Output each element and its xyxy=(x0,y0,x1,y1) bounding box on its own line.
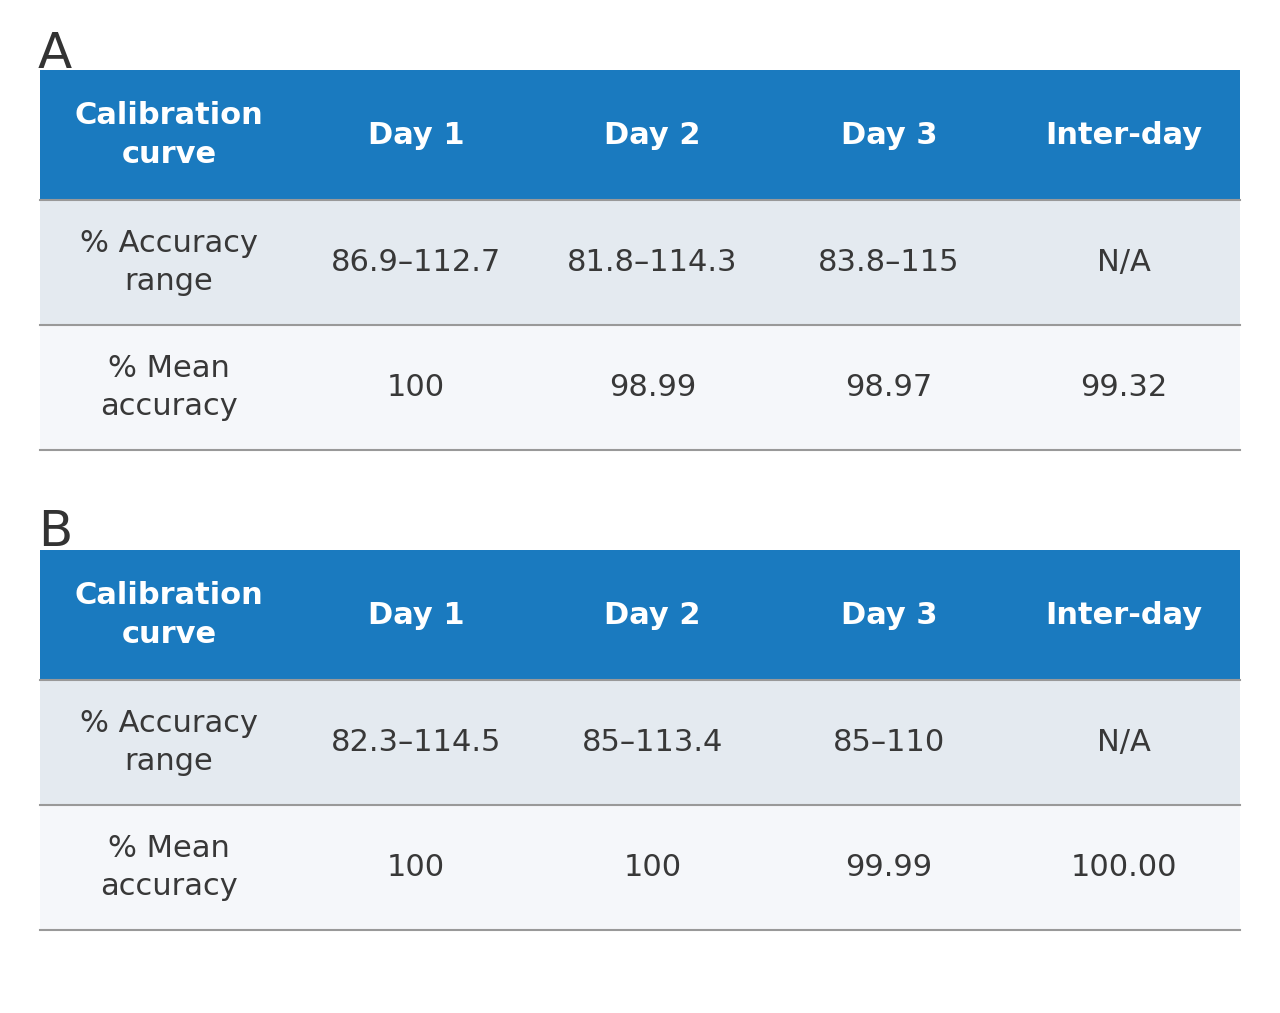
Text: Calibration
curve: Calibration curve xyxy=(74,101,264,168)
Text: B: B xyxy=(38,508,72,556)
Text: 98.97: 98.97 xyxy=(845,373,933,402)
Text: % Accuracy
range: % Accuracy range xyxy=(79,229,259,296)
Text: Day 3: Day 3 xyxy=(841,121,937,150)
Text: 85–110: 85–110 xyxy=(833,728,945,757)
Bar xyxy=(40,680,1240,805)
Text: 99.32: 99.32 xyxy=(1080,373,1167,402)
Text: 83.8–115: 83.8–115 xyxy=(818,248,960,277)
Text: 85–113.4: 85–113.4 xyxy=(582,728,723,757)
Bar xyxy=(40,70,1240,200)
Bar xyxy=(40,550,1240,680)
Text: 82.3–114.5: 82.3–114.5 xyxy=(332,728,502,757)
Text: Day 2: Day 2 xyxy=(604,121,701,150)
Text: Day 3: Day 3 xyxy=(841,601,937,629)
Text: % Mean
accuracy: % Mean accuracy xyxy=(100,834,238,902)
Text: 100: 100 xyxy=(387,373,445,402)
Text: 86.9–112.7: 86.9–112.7 xyxy=(332,248,502,277)
Bar xyxy=(40,805,1240,930)
Text: % Mean
accuracy: % Mean accuracy xyxy=(100,354,238,421)
Text: Inter-day: Inter-day xyxy=(1044,121,1202,150)
Text: 81.8–114.3: 81.8–114.3 xyxy=(567,248,737,277)
Text: 100: 100 xyxy=(387,853,445,882)
Text: Calibration
curve: Calibration curve xyxy=(74,581,264,648)
Text: N/A: N/A xyxy=(1097,248,1151,277)
Text: 99.99: 99.99 xyxy=(845,853,933,882)
Text: 98.99: 98.99 xyxy=(609,373,696,402)
Text: Day 1: Day 1 xyxy=(367,601,465,629)
Text: 100.00: 100.00 xyxy=(1070,853,1176,882)
Text: Day 2: Day 2 xyxy=(604,601,701,629)
Text: % Accuracy
range: % Accuracy range xyxy=(79,709,259,776)
Text: 100: 100 xyxy=(623,853,682,882)
Text: N/A: N/A xyxy=(1097,728,1151,757)
Text: Inter-day: Inter-day xyxy=(1044,601,1202,629)
Text: Day 1: Day 1 xyxy=(367,121,465,150)
Bar xyxy=(40,325,1240,450)
Bar xyxy=(40,200,1240,325)
Text: A: A xyxy=(38,30,72,78)
